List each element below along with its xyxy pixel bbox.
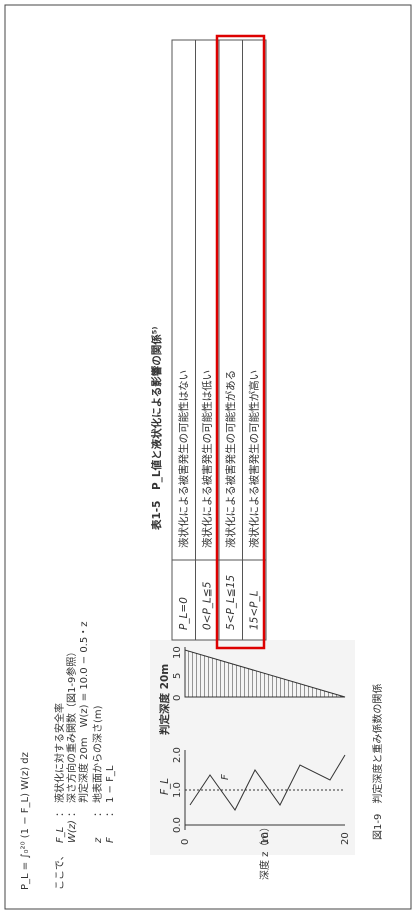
table-cell: 0<P_L≦5	[201, 581, 213, 630]
def-text: 1 − F_L	[105, 765, 116, 803]
figure-ticks: 0.0 1.0 2.0 0 5 10 0 10 20	[172, 646, 351, 845]
figure-caption: 図1-9 判定深度と重み係数の関係	[371, 684, 384, 840]
table-cell: P_L=0	[178, 597, 190, 630]
table: P_L=0 液状化による被害発生の可能性はない 0<P_L≦5 液状化による被害発生の…	[171, 39, 267, 641]
def-sep: ：	[93, 807, 104, 817]
formula: P_L = ∫₀²⁰ (1 − F_L) W(z) dz	[20, 752, 31, 890]
fl-label: F_L	[159, 778, 171, 795]
def-text: 判定深度 20m W(z) = 10.0 − 0.5・z	[77, 622, 90, 803]
z-axis-label: 深度 z（m）	[258, 822, 271, 880]
def-symbol: z	[93, 837, 104, 844]
def-symbol: F	[105, 837, 116, 843]
def-text: 液状化に対する安全率	[53, 703, 66, 803]
definitions: ここで、F_L：液状化に対する安全率W(z)：深さ方向の重み関数（図1-9参照）…	[53, 622, 116, 890]
fl-tick-label: 0.0	[172, 817, 183, 833]
def-text: 地表面からの深さ(m)	[91, 705, 104, 803]
def-prefix: ここで、	[55, 850, 66, 890]
fl-curve	[189, 754, 346, 811]
w-tick-label: 5	[172, 673, 183, 679]
depth-label: 判定深度 20m	[158, 664, 171, 735]
table-title: 表1-5 P_L値と液状化による影響の関係⁵⁾	[150, 327, 163, 531]
fl-tick-label: 2.0	[172, 747, 183, 763]
z-tick-label: 10	[260, 832, 271, 845]
w-tick-label: 0	[172, 695, 183, 701]
def-text: 深さ方向の重み関数（図1-9参照）	[65, 647, 78, 803]
table-cell: 5<P_L≦15	[225, 575, 237, 630]
table-cell: 液状化による被害発生の可能性がある	[224, 370, 237, 548]
f-label: F	[220, 774, 231, 780]
def-sep: ：	[105, 807, 116, 817]
table-cell: 15<P_L	[248, 590, 260, 630]
def-symbol: F_L	[55, 827, 66, 843]
highlight-box	[215, 34, 266, 650]
table-cell: 液状化による被害発生の可能性が高い	[247, 370, 260, 548]
def-sep: ：	[67, 807, 78, 817]
z-tick-label: 0	[180, 839, 191, 845]
def-symbol: W(z)	[67, 820, 78, 843]
w-tick-label: 10	[172, 646, 183, 659]
def-sep: ：	[55, 807, 66, 817]
w-triangle	[184, 649, 346, 698]
fl-tick-label: 1.0	[172, 782, 183, 798]
figure: F_L 判定深度 20m F 深度 z（m） 図1-9 判定深度と重み係数の関係…	[150, 640, 384, 880]
table-cell: 液状化による被害発生の可能性はない	[177, 370, 190, 548]
rotated-content: P_L = ∫₀²⁰ (1 − F_L) W(z) dz ここで、F_L：液状化…	[20, 34, 384, 890]
table-cell: 液状化による被害発生の可能性は低い	[200, 370, 213, 548]
z-tick-label: 20	[340, 832, 351, 845]
